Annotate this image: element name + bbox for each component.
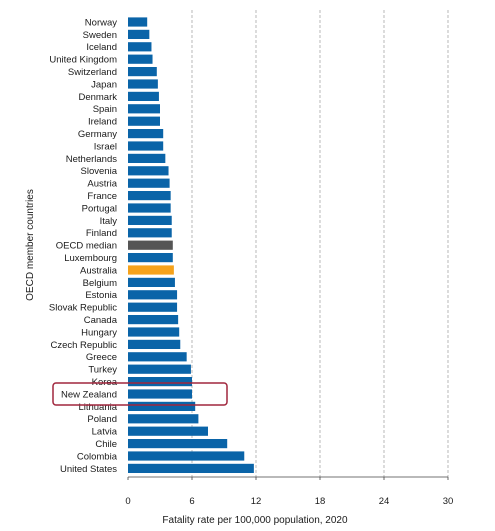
bar-luxembourg [128,253,173,263]
category-label-france: France [87,191,117,202]
bar-japan [128,79,158,89]
highlight-box [52,382,228,406]
bar-ireland [128,116,160,126]
x-tick-label-24: 24 [379,496,390,507]
category-label-chile: Chile [95,439,117,450]
category-label-lithuania: Lithuania [78,402,117,413]
category-label-hungary: Hungary [81,327,117,338]
category-label-spain: Spain [93,104,117,115]
category-label-israel: Israel [94,141,117,152]
category-label-czech-republic: Czech Republic [50,340,117,351]
bar-united-states [128,463,254,473]
x-tick-label-0: 0 [125,496,130,507]
bar-canada [128,315,179,325]
category-label-canada: Canada [84,315,118,326]
bar-france [128,191,171,201]
y-axis-title: OECD member countries [25,189,36,301]
category-label-japan: Japan [91,79,117,90]
bar-hungary [128,327,180,337]
bar-netherlands [128,153,166,163]
category-label-greece: Greece [86,352,117,363]
category-label-denmark: Denmark [78,92,117,103]
category-label-austria: Austria [87,179,117,190]
bar-israel [128,141,164,151]
bar-germany [128,129,164,139]
bar-norway [128,17,148,27]
category-label-slovak-republic: Slovak Republic [49,303,117,314]
category-label-norway: Norway [85,17,117,28]
category-label-poland: Poland [87,414,117,425]
bar-portugal [128,203,171,213]
category-label-united-states: United States [60,464,117,475]
bar-sweden [128,29,150,39]
bar-new-zealand [128,389,192,399]
bar-turkey [128,364,191,374]
bar-slovenia [128,166,169,176]
category-label-oecd-median: OECD median [56,241,117,252]
x-axis-title: Fatality rate per 100,000 population, 20… [162,515,348,526]
bar-austria [128,178,170,188]
bar-estonia [128,290,178,300]
category-label-australia: Australia [80,265,118,276]
bar-slovak-republic [128,302,178,312]
gridlines [191,10,449,477]
bar-chile [128,439,228,449]
bars [128,17,254,473]
category-label-united-kingdom: United Kingdom [49,55,117,66]
category-label-netherlands: Netherlands [66,154,117,165]
bar-australia [128,265,174,275]
x-tick-label-30: 30 [443,496,454,507]
bar-united-kingdom [128,54,153,64]
bar-czech-republic [128,339,181,349]
bar-finland [128,228,172,238]
bar-oecd-median [128,240,173,250]
bar-poland [128,414,199,424]
bar-iceland [128,42,152,52]
x-tick-label-12: 12 [251,496,262,507]
category-label-luxembourg: Luxembourg [64,253,117,264]
category-label-belgium: Belgium [83,278,117,289]
category-label-italy: Italy [100,216,118,227]
category-label-switzerland: Switzerland [68,67,117,78]
bar-belgium [128,277,175,287]
category-label-portugal: Portugal [82,203,117,214]
bar-italy [128,215,172,225]
category-label-finland: Finland [86,228,117,239]
category-label-turkey: Turkey [88,365,117,376]
x-tick-label-18: 18 [315,496,326,507]
category-label-new-zealand: New Zealand [61,389,117,400]
category-label-sweden: Sweden [83,30,117,41]
bar-colombia [128,451,245,461]
category-label-germany: Germany [78,129,117,140]
x-axis-ticks: 0 6 12 18 24 30 [125,477,453,507]
category-label-iceland: Iceland [86,42,117,53]
category-label-slovenia: Slovenia [81,166,118,177]
bar-spain [128,104,160,114]
category-label-colombia: Colombia [77,451,118,462]
bar-lithuania [128,401,196,411]
bar-latvia [128,426,208,436]
bar-switzerland [128,67,157,77]
category-label-ireland: Ireland [88,117,117,128]
x-tick-label-6: 6 [189,496,194,507]
bar-korea [128,377,192,387]
bar-greece [128,352,187,362]
bar-denmark [128,91,159,101]
category-label-estonia: Estonia [85,290,117,301]
category-label-latvia: Latvia [92,427,118,438]
